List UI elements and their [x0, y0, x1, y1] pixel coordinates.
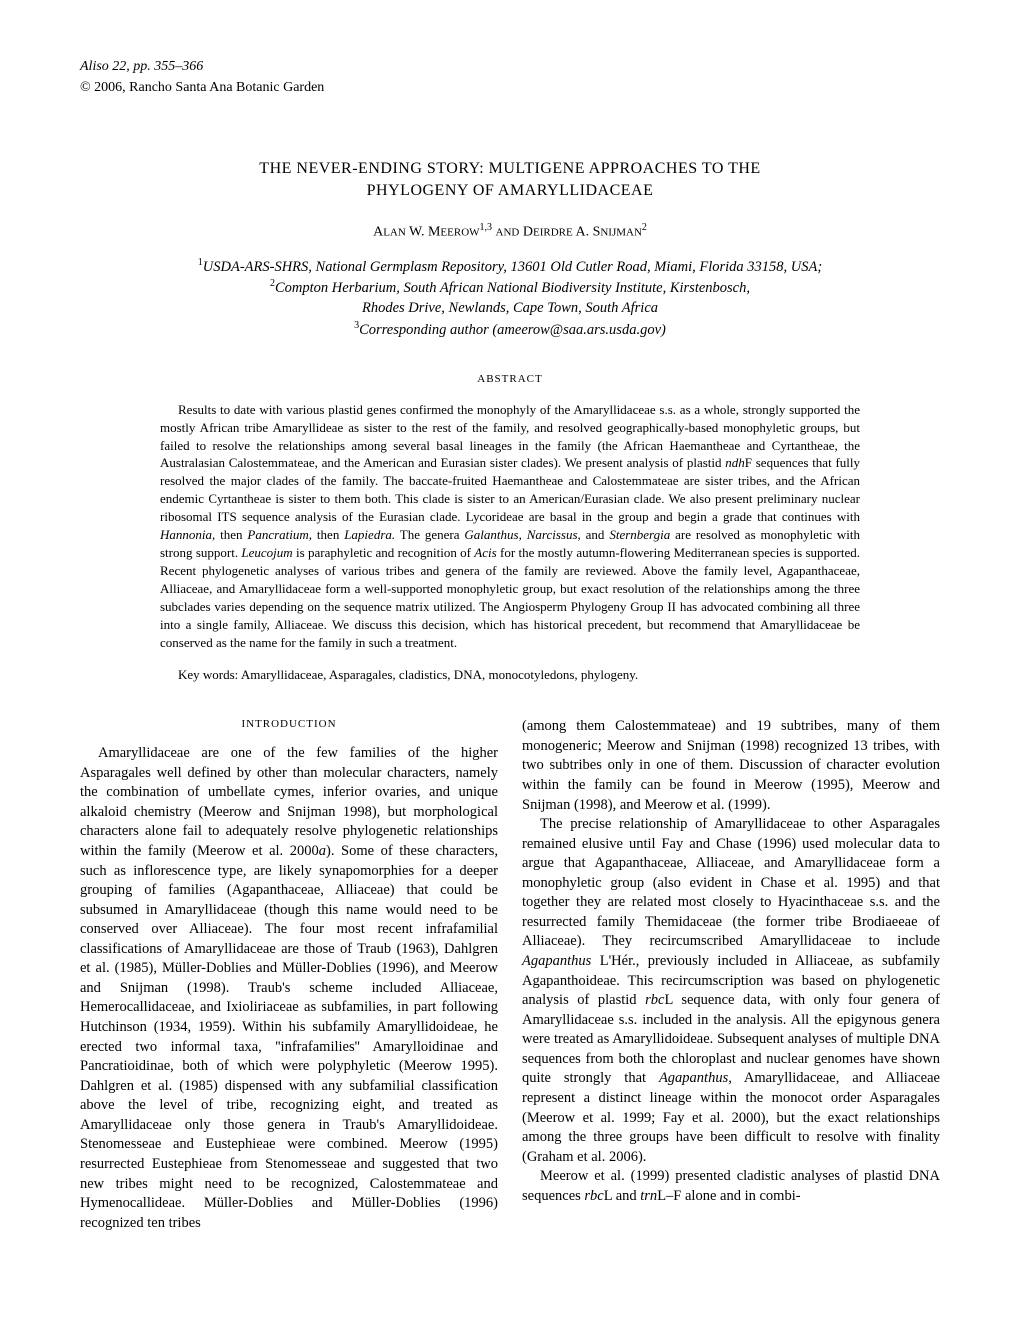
intro-heading: INTRODUCTION	[80, 717, 498, 732]
title-line-1: THE NEVER-ENDING STORY: MULTIGENE APPROA…	[259, 160, 760, 177]
article-title: THE NEVER-ENDING STORY: MULTIGENE APPROA…	[80, 158, 940, 203]
affil-3: Rhodes Drive, Newlands, Cape Town, South…	[80, 298, 940, 318]
intro-para-1-cont: (among them Calostemmateae) and 19 subtr…	[522, 717, 940, 815]
affil-4: 3Corresponding author (ameerow@saa.ars.u…	[80, 319, 940, 340]
affiliations: 1USDA-ARS-SHRS, National Germplasm Repos…	[80, 256, 940, 340]
body-columns: INTRODUCTION Amaryllidaceae are one of t…	[80, 717, 940, 1233]
journal-citation: Aliso 22, pp. 355–366	[80, 58, 940, 77]
intro-para-1: Amaryllidaceae are one of the few famili…	[80, 744, 498, 1233]
affil-1: 1USDA-ARS-SHRS, National Germplasm Repos…	[80, 256, 940, 277]
column-right: (among them Calostemmateae) and 19 subtr…	[522, 717, 940, 1233]
intro-para-3: Meerow et al. (1999) presented cladistic…	[522, 1167, 940, 1206]
column-left: INTRODUCTION Amaryllidaceae are one of t…	[80, 717, 498, 1233]
copyright-line: © 2006, Rancho Santa Ana Botanic Garden	[80, 79, 940, 98]
intro-para-2: The precise relationship of Amaryllidace…	[522, 815, 940, 1167]
keywords-line: Key words: Amaryllidaceae, Asparagales, …	[160, 666, 860, 684]
title-line-2: PHYLOGENY OF AMARYLLIDACEAE	[367, 182, 654, 199]
affil-2: 2Compton Herbarium, South African Nation…	[80, 277, 940, 298]
authors-line: ALAN W. MEEROW1,3 AND DEIRDRE A. SNIJMAN…	[80, 221, 940, 243]
abstract-body: Results to date with various plastid gen…	[160, 401, 860, 652]
abstract-heading: ABSTRACT	[80, 372, 940, 387]
